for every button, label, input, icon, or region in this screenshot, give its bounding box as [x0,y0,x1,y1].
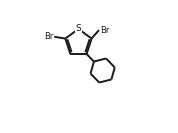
Text: S: S [76,24,81,34]
Text: Br: Br [44,32,53,41]
Text: Br: Br [100,26,109,35]
